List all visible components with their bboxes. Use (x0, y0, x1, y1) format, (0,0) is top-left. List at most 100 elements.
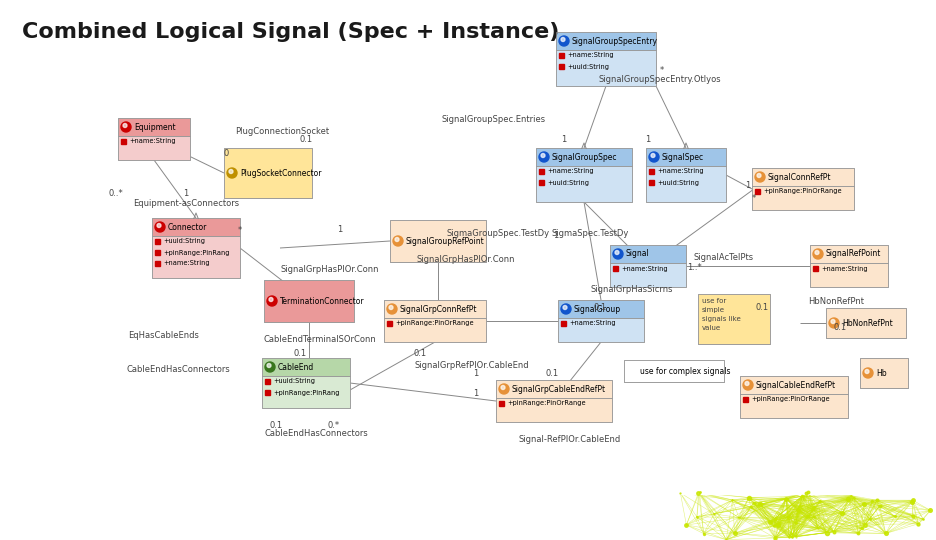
Text: +pinRange:PinOrRange: +pinRange:PinOrRange (395, 321, 474, 327)
Text: simple: simple (702, 307, 725, 313)
Circle shape (389, 306, 393, 309)
Bar (155, 239, 160, 244)
Text: SignalGrpHasSicrns: SignalGrpHasSicrns (591, 286, 673, 294)
Bar (649, 169, 654, 174)
Text: +name:String: +name:String (657, 168, 704, 174)
Bar (262, 358, 350, 408)
Circle shape (121, 122, 131, 132)
Bar (499, 401, 504, 406)
Text: 0.1: 0.1 (546, 369, 559, 379)
Text: CableEnd: CableEnd (278, 362, 314, 372)
Bar (262, 376, 350, 408)
Bar (155, 261, 160, 266)
Bar (752, 186, 854, 210)
Bar (118, 118, 190, 136)
Text: SignalGrpHasPIOr.Conn: SignalGrpHasPIOr.Conn (281, 266, 379, 274)
Text: 0.1: 0.1 (593, 303, 607, 313)
Text: +name:String: +name:String (163, 260, 210, 267)
Text: 0.1: 0.1 (300, 136, 313, 145)
Bar (740, 376, 848, 394)
Text: 1: 1 (183, 188, 189, 198)
Bar (224, 148, 312, 198)
Text: CableEndHasConnectors: CableEndHasConnectors (264, 429, 368, 438)
Text: HbNonRefPnt: HbNonRefPnt (808, 298, 864, 307)
Text: Connector: Connector (168, 222, 208, 232)
Bar (646, 166, 726, 202)
Text: +uuid:String: +uuid:String (547, 179, 589, 186)
Circle shape (829, 318, 839, 328)
Text: TerminationConnector: TerminationConnector (280, 296, 365, 306)
Bar (384, 318, 486, 342)
Bar (624, 360, 724, 382)
Bar (390, 220, 486, 262)
Bar (265, 379, 270, 384)
Bar (698, 294, 770, 344)
Text: signals like: signals like (702, 316, 740, 322)
Text: +name:String: +name:String (567, 52, 614, 58)
Text: 0: 0 (224, 150, 228, 159)
Text: 1: 1 (474, 369, 478, 379)
Bar (121, 139, 126, 144)
Circle shape (387, 304, 397, 314)
Circle shape (615, 251, 619, 254)
Bar (740, 394, 848, 418)
Circle shape (561, 37, 565, 42)
Bar (649, 180, 654, 185)
Text: 0.1: 0.1 (270, 422, 283, 430)
Text: Revision ##: Revision ## (10, 504, 66, 513)
Circle shape (561, 304, 571, 314)
Text: SignalRefPoint: SignalRefPoint (826, 249, 882, 259)
Text: HbNonRefPnt: HbNonRefPnt (842, 319, 893, 327)
Bar (610, 245, 686, 287)
Text: 1..*: 1..* (687, 264, 701, 273)
Circle shape (267, 296, 277, 306)
Text: 1: 1 (337, 226, 343, 234)
Text: SignalGroupRefPoint: SignalGroupRefPoint (406, 237, 485, 246)
Bar (743, 397, 748, 402)
Text: 1: 1 (562, 136, 566, 145)
Text: 0.1: 0.1 (833, 323, 846, 333)
Text: SignalGroup: SignalGroup (574, 305, 622, 314)
Text: Signal: Signal (626, 249, 650, 259)
Bar (810, 245, 888, 263)
Text: +pinRange:PinRang: +pinRange:PinRang (273, 389, 340, 395)
Circle shape (651, 153, 655, 158)
Bar (826, 308, 906, 338)
Text: CableEndTerminalSOrConn: CableEndTerminalSOrConn (264, 335, 376, 345)
Bar (387, 321, 392, 326)
Circle shape (157, 224, 161, 227)
Text: Combined Logical Signal (Spec + Instance): Combined Logical Signal (Spec + Instance… (22, 22, 560, 42)
Bar (152, 218, 240, 278)
Text: 22: 22 (461, 510, 475, 520)
Circle shape (743, 380, 753, 390)
Circle shape (265, 362, 275, 372)
Bar (262, 358, 350, 376)
Bar (559, 53, 564, 58)
Text: 0.1: 0.1 (755, 303, 768, 313)
Bar (118, 136, 190, 160)
Bar (496, 380, 612, 422)
Bar (860, 358, 908, 388)
Text: +name:String: +name:String (821, 266, 868, 272)
Bar (539, 169, 544, 174)
Bar (813, 266, 818, 271)
Bar (539, 180, 544, 185)
Text: 1: 1 (646, 136, 651, 145)
Bar (556, 50, 656, 86)
Text: +name:String: +name:String (129, 138, 176, 145)
Text: SignalConnRefPt: SignalConnRefPt (768, 172, 831, 181)
Text: +uuid:String: +uuid:String (163, 239, 205, 245)
Circle shape (757, 173, 761, 178)
Text: SignalGrpCableEndRefPt: SignalGrpCableEndRefPt (512, 384, 607, 394)
Circle shape (755, 172, 765, 182)
Text: 1: 1 (553, 232, 559, 240)
Text: SignalSpec: SignalSpec (662, 152, 704, 161)
Text: Equipment: Equipment (134, 123, 176, 132)
Text: 1: 1 (474, 389, 478, 399)
Text: SignalGroupSpecEntry: SignalGroupSpecEntry (572, 37, 658, 45)
Text: SigmaSpec.TestDy: SigmaSpec.TestDy (551, 230, 629, 239)
Bar (752, 168, 854, 186)
Circle shape (563, 306, 567, 309)
Bar (155, 250, 160, 255)
Bar (558, 300, 644, 342)
